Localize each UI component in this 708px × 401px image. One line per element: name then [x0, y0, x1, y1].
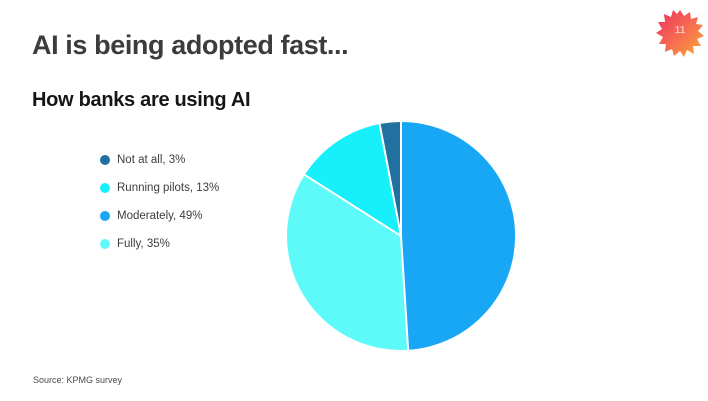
pie-chart-container	[285, 120, 517, 352]
logo-text: 11	[675, 25, 686, 36]
pie-chart	[287, 121, 516, 351]
legend-item: Fully, 35%	[100, 230, 219, 258]
legend-dot	[100, 239, 110, 249]
brand-logo-splat: 11	[656, 10, 704, 57]
legend-label: Fully, 35%	[117, 238, 170, 250]
pie-slice-separator	[378, 123, 402, 237]
pie-slice-fully	[287, 174, 409, 351]
legend-dot	[100, 211, 110, 221]
legend-dot	[100, 155, 110, 165]
pie-slice-running-pilots	[304, 124, 401, 236]
legend-label: Moderately, 49%	[117, 210, 203, 222]
legend-label: Not at all, 3%	[117, 154, 186, 166]
pie-slice-separator	[400, 235, 410, 350]
chart-legend: Not at all, 3% Running pilots, 13% Moderat…	[100, 146, 219, 258]
pie-slice-moderately	[401, 121, 516, 350]
slide-title: AI is being adopted fast...	[32, 30, 349, 60]
legend-dot	[100, 183, 110, 193]
pie-slice-separator	[304, 174, 402, 237]
legend-item: Moderately, 49%	[100, 202, 219, 230]
legend-item: Not at all, 3%	[100, 146, 219, 174]
paint-splat-icon	[656, 10, 704, 57]
legend-label: Running pilots, 13%	[117, 182, 220, 194]
legend-item: Running pilots, 13%	[100, 174, 219, 202]
chart-title: How banks are using AI	[32, 89, 251, 111]
source-note: Source: KPMG survey	[33, 375, 123, 385]
